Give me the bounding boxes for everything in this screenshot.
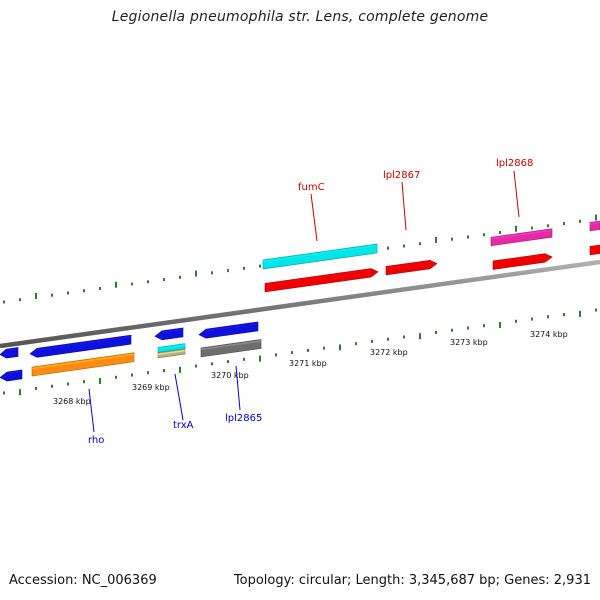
feature-edge-pink xyxy=(589,220,600,232)
inner-tick-row xyxy=(3,308,597,396)
feature-edge-blue-1 xyxy=(0,347,19,359)
scale-label: 3269 kbp xyxy=(132,383,170,392)
feature-rho-orange xyxy=(31,352,135,377)
accession-text: Accession: NC_006369 xyxy=(9,573,157,588)
gene-features xyxy=(0,220,600,382)
feature-fumC-cyan xyxy=(262,243,378,270)
gene-label-rho[interactable]: rho xyxy=(88,435,104,446)
gene-label-fumC[interactable]: fumC xyxy=(298,182,325,193)
topology-text: Topology: circular; Length: 3,345,687 bp… xyxy=(233,573,591,588)
leader-line-rho xyxy=(88,388,95,433)
gene-label-lpl2868[interactable]: lpl2868 xyxy=(496,158,533,169)
scale-label: 3273 kbp xyxy=(450,338,488,347)
feature-trxA-cyan xyxy=(157,343,186,353)
feature-fumC-cds xyxy=(264,268,379,293)
leader-line-trxA xyxy=(174,373,184,421)
feature-rho-cds xyxy=(29,334,132,358)
gene-label-lpl2867[interactable]: lpl2867 xyxy=(383,170,420,181)
feature-lpl2865-grey xyxy=(200,339,262,358)
gene-labels: fumC lpl2867 lpl2868 rho trxA lpl2865 xyxy=(88,158,533,446)
scale-label: 3272 kbp xyxy=(370,348,408,357)
gene-label-trxA[interactable]: trxA xyxy=(173,420,194,431)
feature-trxA-khaki xyxy=(157,348,186,359)
genome-backbone xyxy=(0,259,600,349)
feature-trxA-cds xyxy=(154,327,184,341)
scale-label: 3274 kbp xyxy=(530,330,568,339)
gene-label-lpl2865[interactable]: lpl2865 xyxy=(225,413,262,424)
feature-lpl2868-pink xyxy=(490,228,553,247)
leader-line-lpl2865 xyxy=(235,365,241,411)
leader-line-lpl2867 xyxy=(401,181,407,231)
scale-label: 3271 kbp xyxy=(289,359,327,368)
feature-edge-blue-2 xyxy=(0,369,23,382)
feature-lpl2867-cds xyxy=(385,259,438,276)
feature-lpl2865-cds xyxy=(198,321,259,339)
feature-lpl2868-cds xyxy=(492,253,553,270)
scale-labels: 3268 kbp 3269 kbp 3270 kbp 3271 kbp 3272 kbp… xyxy=(53,330,568,406)
map-title: Legionella pneumophila str. Lens, comple… xyxy=(111,9,489,25)
leader-line-lpl2868 xyxy=(513,170,520,218)
scale-label: 3268 kbp xyxy=(53,397,91,406)
leader-line-fumC xyxy=(310,193,318,242)
feature-edge-red xyxy=(589,244,600,256)
scale-label: 3270 kbp xyxy=(211,371,249,380)
